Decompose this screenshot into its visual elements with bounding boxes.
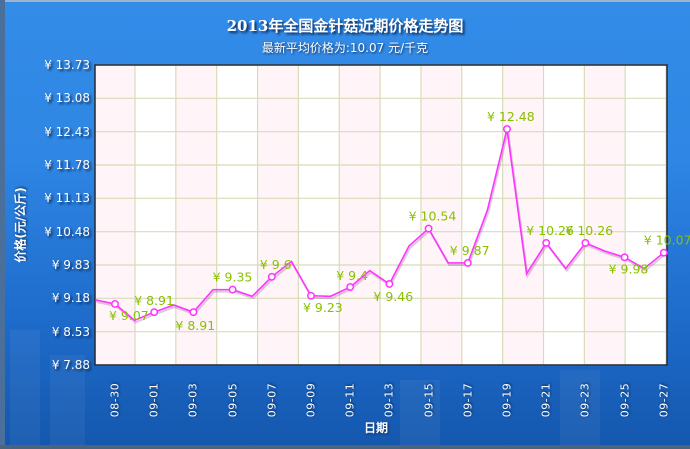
chart-subtitle: 最新平均价格为:10.07 元/千克 <box>261 41 429 55</box>
data-point-label: ¥ 9.6 <box>260 257 292 272</box>
x-axis-title: 日期 <box>364 421 389 435</box>
grid-stripe <box>502 65 544 365</box>
data-point-label: ¥ 10.07 <box>644 233 690 248</box>
data-point-marker[interactable] <box>346 283 355 292</box>
y-tick-label: ¥ 9.83 <box>51 258 90 272</box>
data-point-label: ¥ 9.87 <box>450 243 490 258</box>
chart-title: 2013年全国金针菇近期价格走势图 <box>226 17 464 35</box>
plot-border <box>94 64 668 366</box>
data-point-label: ¥ 9.23 <box>303 300 343 315</box>
data-point-marker[interactable] <box>659 248 668 257</box>
data-point-marker[interactable] <box>542 238 551 247</box>
data-point-marker[interactable] <box>620 253 629 262</box>
data-point-label: ¥ 9.07 <box>109 308 149 323</box>
grid-stripe <box>175 65 217 365</box>
y-tick-label: ¥ 7.88 <box>51 358 90 372</box>
y-tick-label: ¥ 11.13 <box>44 191 90 206</box>
data-point-label: ¥ 9.98 <box>609 261 649 276</box>
y-tick-label: ¥ 11.78 <box>44 158 90 172</box>
data-point-label: ¥ 9.35 <box>213 270 253 285</box>
data-point-marker[interactable] <box>267 272 276 281</box>
background-decoration <box>50 355 85 445</box>
data-point-marker[interactable] <box>228 285 237 294</box>
grid-stripe <box>339 65 381 365</box>
data-point-marker[interactable] <box>424 224 433 233</box>
data-point-label: ¥ 9.46 <box>373 289 413 304</box>
data-point-marker[interactable] <box>307 291 315 300</box>
data-point-marker[interactable] <box>581 238 590 247</box>
y-tick-label: ¥ 8.53 <box>51 324 90 339</box>
grid-stripe <box>257 65 299 365</box>
data-point-label: ¥ 10.26 <box>565 223 613 238</box>
grid-stripe <box>584 65 626 365</box>
y-tick-label: ¥ 13.08 <box>44 91 90 106</box>
data-point-label: ¥ 10.26 <box>526 223 574 238</box>
data-point-marker[interactable] <box>150 308 159 317</box>
data-point-label: ¥ 9.4 <box>336 268 368 283</box>
data-point-marker[interactable] <box>111 300 119 308</box>
y-tick-label: ¥ 12.43 <box>44 124 90 139</box>
frame-bottom-edge <box>0 445 690 449</box>
y-tick-label: ¥ 9.18 <box>51 291 90 306</box>
data-point-label: ¥ 8.91 <box>175 318 215 333</box>
background-decoration <box>400 380 440 445</box>
frame-left-edge <box>0 0 5 449</box>
y-tick-label: ¥ 10.48 <box>44 224 90 239</box>
y-tick-label: ¥ 13.73 <box>44 58 90 72</box>
background-decoration <box>10 330 40 445</box>
grid-stripe <box>420 65 462 365</box>
data-point-label: ¥ 10.54 <box>409 209 457 224</box>
data-point-marker[interactable] <box>385 280 394 288</box>
data-point-marker[interactable] <box>463 258 472 267</box>
data-point-marker[interactable] <box>189 308 198 317</box>
data-point-label: ¥ 8.91 <box>134 293 174 308</box>
data-point-marker[interactable] <box>503 125 511 134</box>
data-point-label: ¥ 12.48 <box>487 109 535 124</box>
background-decoration <box>560 370 600 445</box>
